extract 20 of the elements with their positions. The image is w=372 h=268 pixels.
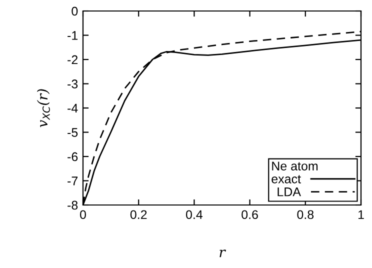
legend-title: Ne atom <box>272 162 318 170</box>
y-tick-label: -3 <box>68 80 78 88</box>
x-tick-label: 0.8 <box>297 210 314 220</box>
y-tick-label: -2 <box>68 55 78 64</box>
x-tick-label: 0.6 <box>242 210 258 220</box>
x-axis-title: r <box>220 250 226 258</box>
legend-label: LDA <box>278 188 301 196</box>
y-tick-label: -7 <box>68 176 78 186</box>
legend-label: exact <box>272 175 301 184</box>
y-axis-title: v$_{XC}$(r) <box>36 89 50 128</box>
y-tick-label: -6 <box>68 152 78 162</box>
y-tick-label: 0 <box>72 6 78 16</box>
y-tick-label: -1 <box>68 31 78 40</box>
y-tick-label: -8 <box>68 200 78 210</box>
y-tick-label: -5 <box>68 128 78 137</box>
x-tick-label: 1 <box>358 210 364 219</box>
x-tick-label: 0.2 <box>130 210 147 220</box>
x-tick-label: 0 <box>80 210 86 220</box>
y-tick-label: -4 <box>68 104 78 113</box>
x-tick-label: 0.4 <box>186 210 203 220</box>
